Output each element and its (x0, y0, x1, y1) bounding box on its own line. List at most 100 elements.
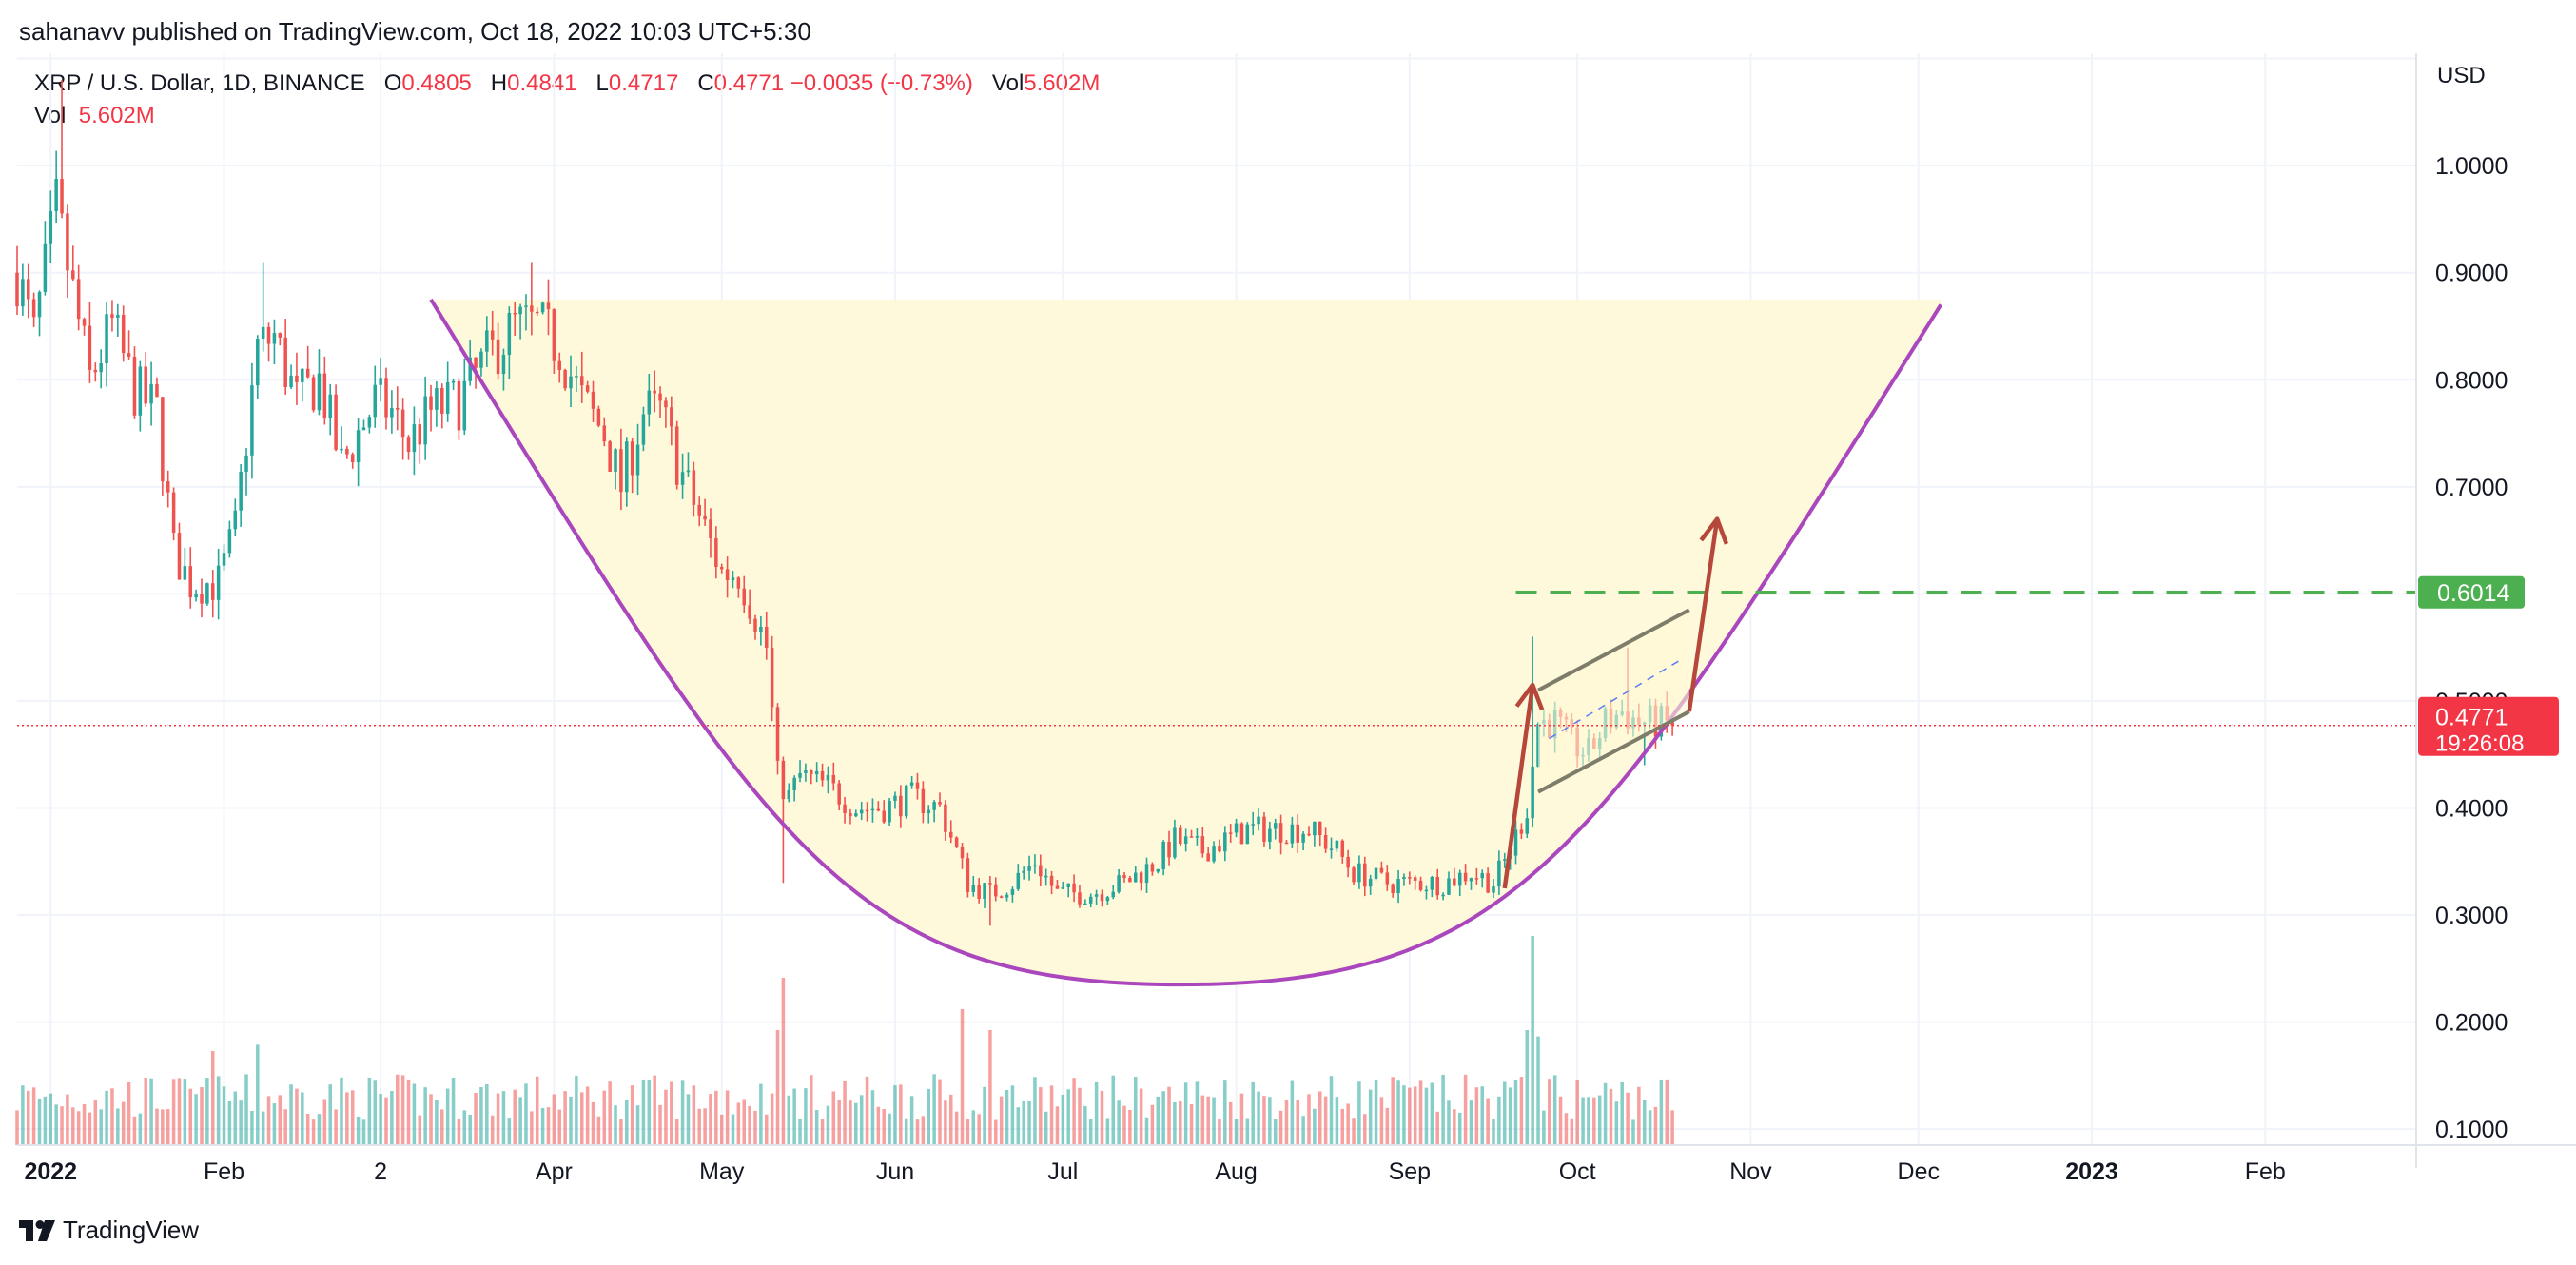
candle-body (1156, 868, 1161, 872)
volume-bar (395, 1074, 400, 1145)
candle-body (451, 380, 456, 383)
candle-body (261, 326, 265, 340)
candle-body (1027, 865, 1031, 871)
volume-bar (736, 1102, 741, 1145)
volume-bar (1430, 1082, 1434, 1145)
candle-body (1223, 832, 1227, 852)
candle-body (350, 454, 355, 463)
volume-bar (1200, 1095, 1205, 1145)
volume-bar (1653, 1106, 1658, 1145)
x-tick-label: Jun (876, 1158, 914, 1185)
volume-bar (200, 1087, 204, 1145)
volume-bar (99, 1109, 103, 1145)
volume-bar (1212, 1097, 1216, 1145)
candle-body (764, 626, 769, 648)
candle-body (579, 376, 584, 386)
candle-body (171, 492, 176, 534)
volume-bar (1408, 1087, 1412, 1145)
volume-bar (1441, 1074, 1445, 1145)
volume-bar (680, 1080, 685, 1145)
candle-body (944, 804, 947, 832)
price-chart[interactable]: 1.00000.90000.80000.70000.60000.50000.40… (0, 53, 2576, 1214)
candle-body (210, 583, 215, 600)
volume-bar (66, 1094, 69, 1145)
volume-bar (1078, 1087, 1082, 1145)
volume-bar (546, 1107, 551, 1145)
volume-bar (1620, 1081, 1624, 1145)
tradingview-logo-icon (19, 1219, 55, 1241)
candle-body (1167, 842, 1171, 858)
volume-bar (1307, 1094, 1311, 1145)
candle-body (1469, 878, 1473, 882)
volume-bar (1022, 1100, 1025, 1145)
volume-bar (575, 1075, 578, 1145)
candle-body (849, 813, 852, 817)
volume-bar (703, 1108, 707, 1145)
volume-bar (1189, 1103, 1194, 1145)
symbol-title[interactable]: XRP / U.S. Dollar, 1D, BINANCE (34, 70, 365, 96)
candle-body (736, 577, 741, 589)
candle-body (43, 243, 48, 292)
volume-bar (1150, 1104, 1155, 1145)
volume-bar (311, 1119, 316, 1145)
candle-body (1480, 873, 1485, 879)
volume-bar (876, 1106, 881, 1145)
volume-bar (686, 1094, 691, 1145)
volume-bar (709, 1094, 712, 1145)
volume-bar (1548, 1079, 1551, 1145)
volume-bar (261, 1111, 265, 1145)
candle-body (709, 519, 712, 539)
volume-bar (932, 1074, 936, 1145)
volume-bar (725, 1090, 730, 1145)
volume-bar (1665, 1079, 1669, 1145)
volume-bar (1010, 1085, 1015, 1145)
candle-body (1301, 833, 1305, 843)
high-value: 0.4841 (507, 70, 577, 96)
candle-body (725, 569, 730, 580)
candle-body (1457, 872, 1462, 886)
currency-unit[interactable]: USD (2437, 63, 2486, 88)
candle-body (127, 353, 131, 357)
volume-bar (400, 1075, 405, 1145)
volume-bar (843, 1080, 847, 1145)
cup-fill (431, 299, 1942, 985)
candle-body (26, 279, 30, 300)
volume-bar (110, 1088, 114, 1145)
volume-bar (1508, 1087, 1512, 1145)
candle-body (775, 707, 780, 761)
candle-body (1133, 872, 1138, 883)
x-tick-label: Aug (1215, 1158, 1257, 1185)
candle-body (485, 330, 489, 352)
candle-body (1200, 836, 1205, 854)
candle-body (535, 311, 539, 314)
candle-body (1273, 823, 1278, 829)
volume-bar (630, 1085, 634, 1145)
volume-bar (1363, 1114, 1367, 1145)
candle-body (71, 270, 75, 280)
volume-bar (445, 1088, 450, 1145)
candle-body (960, 846, 965, 859)
tradingview-logo[interactable]: TradingView (19, 1216, 199, 1245)
candle-body (1402, 877, 1406, 880)
candle-body (670, 407, 673, 427)
candle-body (948, 831, 953, 838)
volume-bar (1424, 1087, 1429, 1145)
volume-bar (810, 1075, 813, 1145)
y-tick-label: 0.2000 (2435, 1010, 2508, 1037)
candle-body (596, 408, 601, 426)
candle-body (854, 813, 858, 817)
volume-bar (1039, 1087, 1043, 1145)
candle-body (93, 369, 98, 373)
target-price-label: 0.6014 (2437, 580, 2510, 607)
volume-bar (1239, 1093, 1244, 1145)
candle-body (1268, 828, 1272, 842)
volume-bar (1313, 1108, 1317, 1145)
volume-bar (1346, 1103, 1350, 1145)
candle-body (474, 357, 478, 368)
volume-bar (518, 1097, 522, 1145)
volume-bar (1531, 936, 1534, 1145)
candle-body (1346, 856, 1350, 868)
volume-bar (340, 1077, 343, 1145)
candle-body (742, 588, 747, 606)
candle-body (575, 376, 578, 378)
